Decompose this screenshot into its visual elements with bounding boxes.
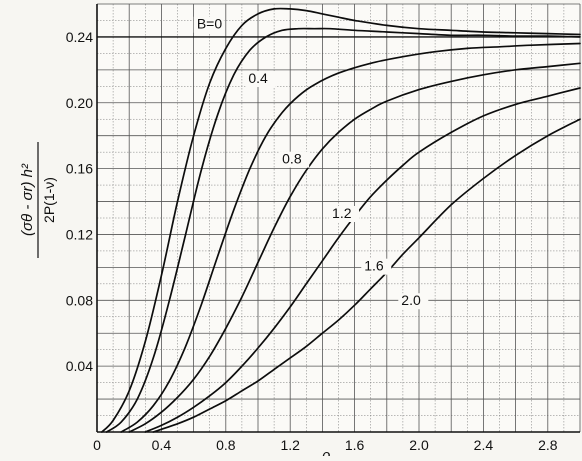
series-label-bg	[361, 258, 392, 275]
y-axis-label-denominator: 2P(1-ν)	[41, 177, 57, 223]
series-label-bg	[398, 293, 429, 310]
x-tick-label: 1.6	[345, 437, 365, 453]
series-label-bg	[279, 151, 310, 168]
x-tick-label: 2.0	[409, 437, 429, 453]
series-label: 1.6	[364, 258, 384, 274]
series-line-2	[120, 42, 581, 433]
x-tick-label: 2.8	[538, 437, 558, 453]
x-tick-label: 0.4	[152, 437, 172, 453]
x-tick-label: 1.2	[280, 437, 300, 453]
axis-layer: 0 0.4 0.8 1.2 1.6 2.0 2.4 2.8 0.04 0.08 0.12 0.16 0.…	[66, 4, 580, 453]
series-line-3	[128, 62, 581, 433]
series-label-bg	[329, 206, 360, 222]
series-label: 1.2	[332, 205, 352, 221]
y-tick-label: 0.08	[66, 292, 93, 308]
x-axis-label: ρ	[321, 447, 331, 456]
series-layer	[100, 7, 581, 433]
y-tick-label: 0.12	[66, 226, 93, 242]
y-tick-label: 0.16	[66, 161, 93, 177]
series-line-0	[100, 7, 581, 433]
series-line-1	[105, 27, 581, 433]
series-label: B=0	[197, 16, 223, 32]
series-label-bg	[245, 71, 276, 88]
series-label: 0.8	[282, 151, 302, 167]
series-label-bg	[193, 16, 224, 33]
x-tick-label: 2.4	[474, 437, 494, 453]
y-axis-label: (σθ - σr) h² 2P(1-ν)	[19, 142, 57, 258]
y-axis-label-numerator: (σθ - σr) h²	[19, 163, 36, 236]
y-tick-label: 0.24	[66, 29, 93, 45]
series-line-4	[144, 87, 581, 433]
series-label: 0.4	[248, 70, 268, 86]
series-label: 2.0	[401, 292, 421, 308]
y-tick-label: 0.04	[66, 358, 93, 374]
y-tick-label: 0.20	[66, 95, 93, 111]
x-tick-label: 0.8	[216, 437, 236, 453]
x-tick-label: 0	[93, 437, 101, 453]
series-line-5	[152, 118, 581, 433]
label-layer: B=0 0.4 0.8 1.2 1.6 2.0	[193, 16, 429, 310]
